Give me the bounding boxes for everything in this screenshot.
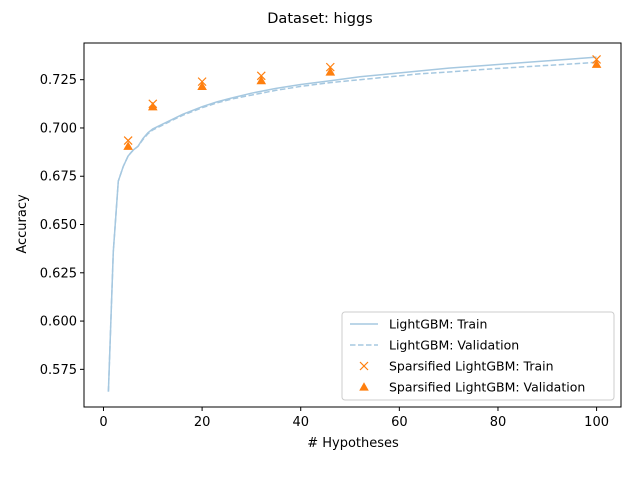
series-line-validation	[107, 61, 597, 392]
legend-handle-sparsified-train	[359, 361, 369, 371]
y-axis-label: Accuracy	[15, 194, 30, 254]
series-layer	[107, 54, 602, 392]
data-point-sparsified-train	[325, 62, 335, 72]
x-tick-label: 0	[99, 415, 107, 430]
x-tick-label: 40	[292, 415, 309, 430]
data-point-sparsified-train	[123, 136, 133, 145]
legend-box	[341, 311, 615, 401]
data-point-sparsified-train	[592, 54, 602, 64]
legend-handle-sparsified-validation	[359, 382, 369, 391]
x-tick-label: 100	[584, 415, 609, 430]
data-point-sparsified-validation	[256, 75, 267, 85]
chart-title: Dataset: higgs	[267, 11, 372, 27]
legend-label: Sparsified LightGBM: Train	[389, 359, 554, 374]
data-point-sparsified-validation	[197, 81, 207, 91]
x-tick-label: 60	[391, 415, 408, 430]
x-tick-label: 80	[490, 415, 507, 430]
data-point-sparsified-validation	[123, 141, 133, 150]
y-tick-label: 0.625	[40, 266, 77, 281]
y-tick-label: 0.600	[40, 315, 77, 330]
x-tick-label: 20	[194, 415, 211, 430]
y-tick-label: 0.650	[40, 218, 77, 233]
data-point-sparsified-train	[197, 77, 207, 87]
legend: LightGBM: Train LightGBM: Validation Spars…	[341, 311, 615, 401]
data-point-sparsified-validation	[591, 59, 602, 68]
y-tick-label: 0.575	[40, 363, 77, 378]
y-tick-label: 0.700	[40, 121, 77, 136]
data-point-sparsified-train	[256, 71, 266, 81]
data-point-sparsified-validation	[147, 101, 158, 111]
ticks-layer: 0 20 40 60 80 100 0.575 0.600 0.625 0.650 0.675 0.7…	[40, 73, 609, 430]
x-axis-label: # Hypotheses	[307, 436, 399, 451]
y-tick-label: 0.675	[40, 170, 77, 185]
legend-label: LightGBM: Train	[389, 317, 487, 332]
y-tick-label: 0.725	[40, 73, 77, 88]
data-point-sparsified-validation	[325, 67, 336, 76]
legend-label: LightGBM: Validation	[389, 338, 519, 353]
legend-label: Sparsified LightGBM: Validation	[389, 380, 585, 395]
